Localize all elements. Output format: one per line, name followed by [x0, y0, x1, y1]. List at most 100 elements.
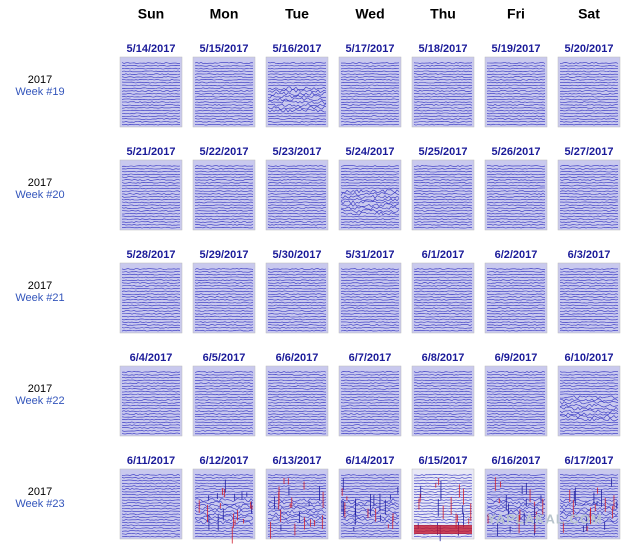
trace [194, 479, 254, 482]
trace [267, 179, 327, 181]
trace [413, 190, 473, 193]
trace [559, 382, 619, 385]
date-label: 6/11/2017 [127, 455, 175, 467]
trace [121, 92, 181, 95]
trace [121, 374, 181, 376]
trace [486, 326, 546, 329]
trace [413, 376, 473, 379]
trace [559, 376, 619, 379]
trace [559, 409, 619, 414]
trace [559, 318, 619, 321]
trace [559, 276, 619, 279]
trace [486, 293, 546, 296]
trace [122, 173, 181, 176]
trace [194, 276, 254, 279]
trace [486, 109, 546, 112]
trace [413, 282, 473, 284]
trace [413, 496, 473, 499]
trace [414, 184, 473, 187]
date-label: 5/24/2017 [346, 146, 395, 158]
trace [195, 404, 254, 407]
trace [267, 210, 327, 212]
trace [340, 421, 400, 424]
trace [340, 512, 400, 517]
trace [121, 516, 181, 518]
trace [267, 385, 327, 387]
trace [413, 404, 473, 407]
trace [121, 62, 180, 64]
trace [340, 209, 400, 213]
trace [560, 115, 619, 118]
trace [340, 376, 400, 379]
trace [559, 506, 619, 511]
trace [413, 279, 473, 282]
day-header: Fri [507, 6, 525, 22]
date-label: 5/23/2017 [273, 146, 322, 158]
trace [559, 299, 619, 301]
trace [267, 491, 327, 493]
trace [194, 64, 254, 67]
seismogram-thumbnail [265, 56, 329, 128]
trace [195, 90, 254, 92]
trace [486, 321, 546, 324]
trace [413, 399, 473, 401]
trace [194, 476, 254, 479]
trace [195, 209, 254, 212]
trace [486, 427, 546, 429]
trace [267, 100, 327, 104]
trace [121, 123, 181, 126]
trace [267, 81, 327, 84]
trace [121, 532, 181, 535]
trace [414, 92, 473, 95]
trace [413, 535, 473, 538]
trace [486, 396, 546, 399]
trace [413, 268, 473, 270]
trace [194, 201, 254, 204]
trace [121, 474, 181, 476]
trace [486, 209, 546, 212]
trace [267, 485, 327, 488]
trace [559, 517, 619, 522]
trace [121, 215, 181, 218]
trace [121, 371, 181, 373]
trace [486, 506, 546, 511]
trace [121, 76, 181, 78]
watermark: YAPLAKAL.COM [487, 511, 603, 526]
trace [413, 112, 473, 115]
trace [340, 404, 400, 407]
date-label: 5/30/2017 [273, 249, 322, 261]
trace [121, 73, 181, 76]
trace [559, 212, 619, 215]
trace [194, 324, 254, 326]
trace [121, 109, 181, 112]
trace [268, 474, 327, 476]
trace [559, 73, 619, 76]
trace [486, 530, 546, 532]
date-label: 5/31/2017 [346, 249, 395, 261]
trace [195, 427, 254, 429]
trace [340, 379, 400, 382]
trace [122, 315, 181, 318]
trace [486, 195, 546, 198]
trace [267, 506, 327, 511]
seismogram-thumbnail [192, 56, 256, 128]
trace [413, 90, 473, 92]
trace [340, 296, 400, 298]
trace [267, 224, 327, 226]
trace [559, 301, 619, 304]
trace [559, 324, 618, 326]
trace [121, 404, 181, 407]
trace [341, 496, 400, 499]
date-label: 5/26/2017 [492, 146, 541, 158]
trace [194, 399, 253, 401]
trace [559, 512, 619, 517]
trace [486, 301, 546, 304]
trace [486, 509, 546, 514]
trace [559, 195, 619, 198]
trace [194, 532, 254, 535]
trace [268, 187, 327, 190]
trace [559, 204, 619, 207]
trace [122, 385, 181, 387]
trace [194, 373, 254, 376]
trace [194, 76, 253, 78]
